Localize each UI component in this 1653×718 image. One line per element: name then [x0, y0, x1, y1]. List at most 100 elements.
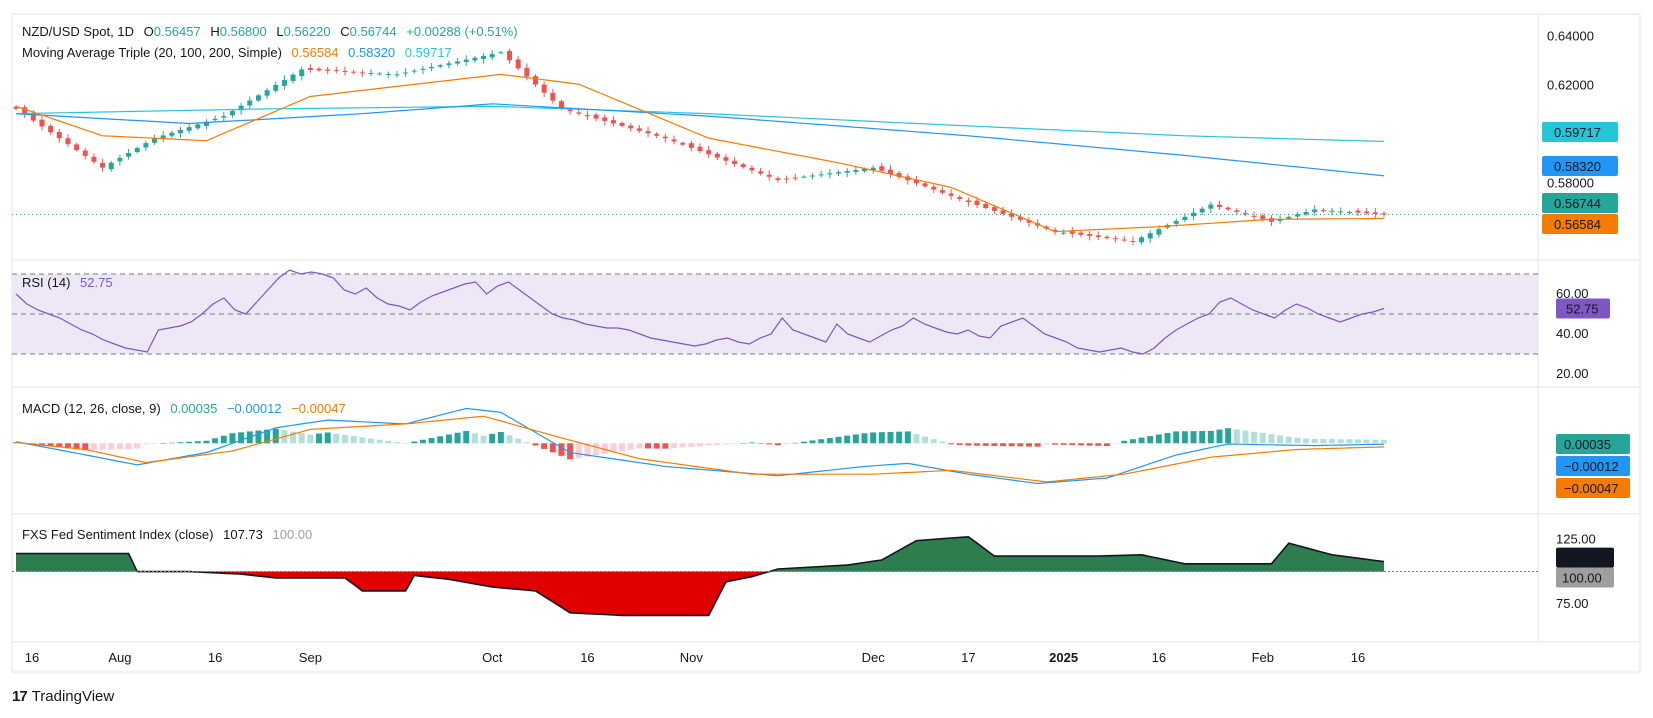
macd-hist-bar — [887, 431, 894, 444]
macd-badge-bg — [1556, 456, 1630, 476]
time-tick-label: 16 — [1351, 650, 1365, 665]
macd-hist-bar — [930, 439, 937, 444]
candle — [143, 140, 149, 151]
candle — [74, 142, 80, 152]
candle-body — [1320, 210, 1326, 212]
macd-histogram — [13, 428, 1387, 460]
macd-hist-bar — [1311, 438, 1318, 444]
macd-hist-bar — [1077, 443, 1084, 446]
candle-body — [481, 55, 487, 59]
candle-body — [1268, 218, 1274, 222]
macd-hist-bar — [1181, 431, 1188, 444]
macd-badge-bg — [1556, 434, 1630, 454]
candle — [688, 140, 694, 152]
candle-body — [688, 143, 694, 148]
candle — [758, 167, 764, 176]
candle — [836, 170, 842, 177]
macd-hist-bar — [194, 441, 201, 444]
candle — [1191, 208, 1197, 221]
candle-body — [229, 110, 235, 116]
close-value: 0.56744 — [350, 24, 397, 39]
macd-hist-bar — [523, 442, 530, 444]
candle — [1147, 230, 1153, 243]
price-badge-bg — [1542, 156, 1618, 176]
rsi-legend-value: 52.75 — [80, 275, 113, 290]
macd-hist-bar — [878, 432, 885, 444]
candle — [160, 131, 166, 143]
macd-hist-bar — [1355, 439, 1362, 444]
candle-body — [1364, 211, 1370, 214]
candle — [1009, 209, 1015, 221]
candle — [706, 145, 712, 159]
candle — [13, 105, 19, 111]
candle-body — [91, 156, 97, 162]
macd-hist-bar — [627, 443, 634, 450]
candle — [1355, 208, 1361, 217]
macd-hist-bar — [1147, 436, 1154, 444]
macd-hist-bar — [1242, 430, 1249, 444]
sentiment-badge-label: 100.00 — [1562, 571, 1602, 586]
candle — [1199, 206, 1205, 215]
tradingview-brand[interactable]: 17 TradingView — [12, 688, 114, 705]
candle-body — [524, 67, 530, 77]
candle-body — [359, 72, 365, 74]
candle — [576, 108, 582, 116]
price-badge: 0.56584 — [1542, 214, 1618, 234]
candle-body — [576, 112, 582, 114]
candle-body — [1355, 210, 1361, 213]
candle — [238, 102, 244, 115]
candle-body — [186, 127, 192, 131]
candle — [299, 66, 305, 81]
price-badge: 0.58320 — [1542, 156, 1618, 176]
candle — [1121, 236, 1127, 243]
candle-body — [983, 203, 989, 208]
candle — [697, 143, 703, 154]
candle-body — [221, 116, 227, 118]
candle — [437, 63, 443, 69]
candle-body — [714, 153, 720, 158]
candle — [126, 149, 132, 160]
macd-badge: −0.00047 — [1556, 478, 1630, 498]
candle — [948, 189, 954, 200]
rsi-tick-label: 40.00 — [1556, 326, 1589, 341]
candle — [455, 58, 461, 66]
macd-hist-bar — [1000, 443, 1007, 447]
sentiment-tick-label: 125.00 — [1556, 531, 1596, 546]
sentiment-line — [16, 535, 1385, 617]
macd-hist-bar — [385, 440, 392, 444]
macd-hist-bar — [939, 441, 946, 444]
macd-hist-bar — [722, 443, 729, 445]
macd-hist-bar — [1095, 443, 1102, 446]
candle — [65, 134, 71, 148]
candle-body — [1216, 204, 1222, 208]
candle — [896, 171, 902, 180]
candle-body — [1191, 212, 1197, 217]
macd-hist-bar — [645, 443, 652, 449]
candle-body — [792, 177, 798, 179]
time-tick-label: 16 — [25, 650, 39, 665]
macd-hist-bar — [471, 433, 478, 444]
macd-hist-bar — [1216, 429, 1223, 444]
candle-body — [567, 109, 573, 112]
macd-hist-bar — [948, 443, 955, 445]
candle — [1320, 208, 1326, 213]
macd-hist-bar — [437, 436, 444, 444]
candle-body — [411, 70, 417, 72]
candle-body — [515, 59, 521, 69]
macd-hist-bar — [1026, 443, 1033, 447]
candle-body — [507, 51, 513, 61]
rsi-axis: 60.00 40.00 20.00 52.75 — [1556, 286, 1610, 381]
macd-hist-bar — [1112, 443, 1119, 444]
candle — [593, 112, 599, 122]
ma100-line — [15, 103, 1385, 177]
macd-hist-bar — [125, 443, 132, 449]
price-badge-bg — [1542, 214, 1618, 234]
macd-hist-bar — [480, 435, 487, 444]
sentiment-negative-area — [16, 571, 1384, 616]
candle — [1130, 236, 1136, 246]
candle-body — [1329, 210, 1335, 212]
macd-hist-bar — [593, 443, 600, 456]
macd-hist-bar — [445, 434, 452, 444]
sentiment-badge: 100.00 — [1556, 567, 1614, 588]
